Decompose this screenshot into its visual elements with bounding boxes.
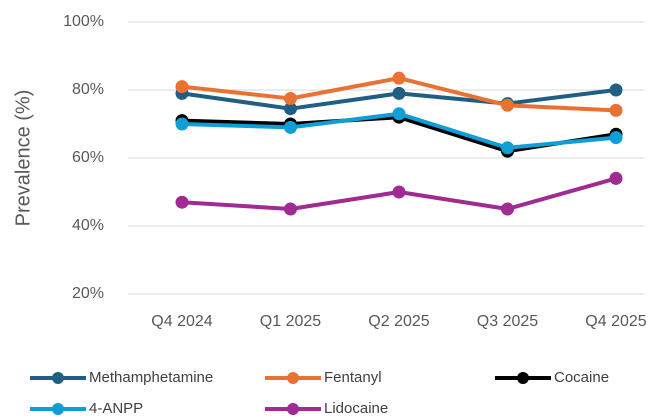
- series-marker: [284, 102, 297, 116]
- series-marker: [392, 185, 406, 199]
- series-marker: [392, 71, 406, 85]
- legend-marker: [52, 403, 64, 415]
- series-marker: [501, 202, 514, 216]
- legend-label: Cocaine: [554, 369, 609, 386]
- x-tick-label: Q4 2024: [151, 313, 212, 330]
- series-marker: [175, 195, 189, 209]
- legend-marker: [52, 372, 64, 384]
- x-tick-label: Q3 2025: [477, 313, 538, 330]
- x-tick-label: Q4 2025: [585, 313, 646, 330]
- legend-label: 4-ANPP: [89, 400, 143, 417]
- legend-marker: [287, 372, 299, 384]
- legend-marker: [517, 372, 529, 384]
- series-marker: [609, 171, 623, 185]
- y-tick-label: 60%: [72, 149, 104, 166]
- series-marker: [284, 120, 297, 134]
- y-tick-label: 40%: [72, 217, 104, 234]
- series-marker: [609, 83, 623, 97]
- x-tick-label: Q1 2025: [260, 313, 321, 330]
- series-marker: [609, 103, 623, 117]
- series-marker: [175, 117, 189, 131]
- y-tick-label: 20%: [72, 285, 104, 302]
- series-marker: [392, 107, 406, 121]
- series-marker: [609, 131, 623, 145]
- legend-label: Fentanyl: [324, 369, 382, 386]
- legend-label: Lidocaine: [324, 400, 388, 417]
- series-marker: [392, 86, 406, 100]
- series-marker: [501, 141, 514, 155]
- y-axis-label: Prevalence (%): [12, 90, 34, 227]
- series-marker: [501, 98, 514, 112]
- legend-label: Methamphetamine: [89, 369, 213, 386]
- series-marker: [284, 202, 297, 216]
- series-marker: [175, 80, 189, 94]
- y-tick-label: 80%: [72, 81, 104, 98]
- legend-marker: [287, 403, 299, 415]
- series-marker: [284, 92, 297, 105]
- x-tick-label: Q2 2025: [368, 313, 429, 330]
- y-tick-label: 100%: [63, 13, 104, 30]
